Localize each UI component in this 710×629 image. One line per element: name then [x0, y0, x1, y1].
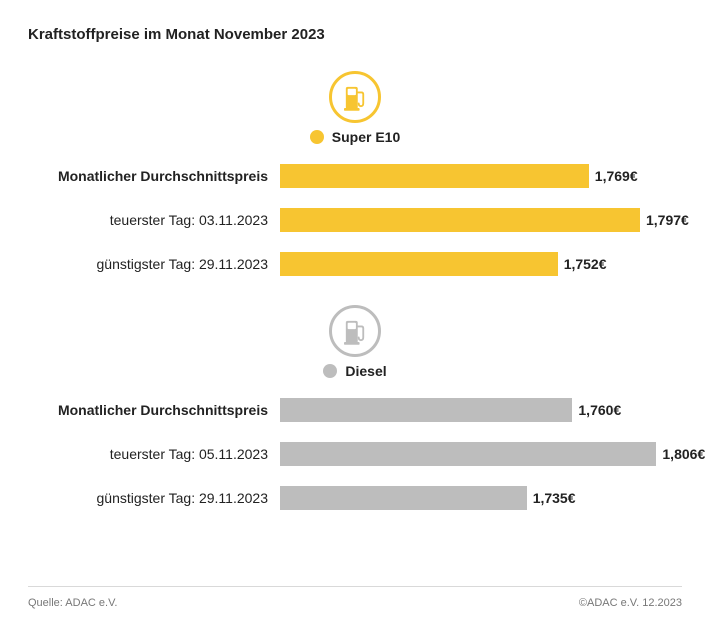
bar-row: Monatlicher Durchschnittspreis 1,760€: [28, 395, 682, 425]
bar-value: 1,806€: [662, 446, 705, 462]
footer: Quelle: ADAC e.V. ©ADAC e.V. 12.2023: [28, 586, 682, 609]
pump-icon-wrap: [28, 71, 682, 123]
bar-row: teuerster Tag: 03.11.2023 1,797€: [28, 205, 682, 235]
pump-icon: [344, 83, 366, 111]
pump-icon-wrap: [28, 305, 682, 357]
legend-label: Diesel: [345, 363, 386, 379]
bar: [280, 208, 640, 232]
bar-track: 1,735€: [280, 486, 682, 510]
bar-row: Monatlicher Durchschnittspreis 1,769€: [28, 161, 682, 191]
page: Kraftstoffpreise im Monat November 2023 …: [0, 0, 710, 513]
row-label: Monatlicher Durchschnittspreis: [28, 168, 280, 184]
footer-copyright: ©ADAC e.V. 12.2023: [579, 597, 682, 609]
bar-row: günstigster Tag: 29.11.2023 1,752€: [28, 249, 682, 279]
section-diesel: Diesel Monatlicher Durchschnittspreis 1,…: [28, 305, 682, 513]
bar: [280, 442, 656, 466]
section-super-e10: Super E10 Monatlicher Durchschnittspreis…: [28, 71, 682, 279]
legend-label: Super E10: [332, 129, 400, 145]
bar: [280, 398, 572, 422]
bar-value: 1,769€: [595, 168, 638, 184]
row-label: günstigster Tag: 29.11.2023: [28, 256, 280, 272]
row-label: Monatlicher Durchschnittspreis: [28, 402, 280, 418]
bar-value: 1,752€: [564, 256, 607, 272]
pump-ring-super-e10: [329, 71, 381, 123]
bar-track: 1,760€: [280, 398, 682, 422]
footer-source: Quelle: ADAC e.V.: [28, 597, 117, 609]
bar-track: 1,806€: [280, 442, 682, 466]
rows-diesel: Monatlicher Durchschnittspreis 1,760€ te…: [28, 395, 682, 513]
bar-track: 1,769€: [280, 164, 682, 188]
row-label: günstigster Tag: 29.11.2023: [28, 490, 280, 506]
row-label: teuerster Tag: 05.11.2023: [28, 446, 280, 462]
bar: [280, 252, 558, 276]
bar-row: teuerster Tag: 05.11.2023 1,806€: [28, 439, 682, 469]
bar: [280, 486, 527, 510]
bar-row: günstigster Tag: 29.11.2023 1,735€: [28, 483, 682, 513]
bar: [280, 164, 589, 188]
legend-dot: [323, 364, 337, 378]
rows-super-e10: Monatlicher Durchschnittspreis 1,769€ te…: [28, 161, 682, 279]
legend-dot: [310, 130, 324, 144]
pump-ring-diesel: [329, 305, 381, 357]
bar-value: 1,760€: [578, 402, 621, 418]
row-label: teuerster Tag: 03.11.2023: [28, 212, 280, 228]
pump-icon: [344, 317, 366, 345]
bar-track: 1,797€: [280, 208, 682, 232]
bar-value: 1,797€: [646, 212, 689, 228]
bar-value: 1,735€: [533, 490, 576, 506]
legend-super-e10: Super E10: [28, 129, 682, 145]
bar-track: 1,752€: [280, 252, 682, 276]
page-title: Kraftstoffpreise im Monat November 2023: [28, 26, 682, 43]
legend-diesel: Diesel: [28, 363, 682, 379]
